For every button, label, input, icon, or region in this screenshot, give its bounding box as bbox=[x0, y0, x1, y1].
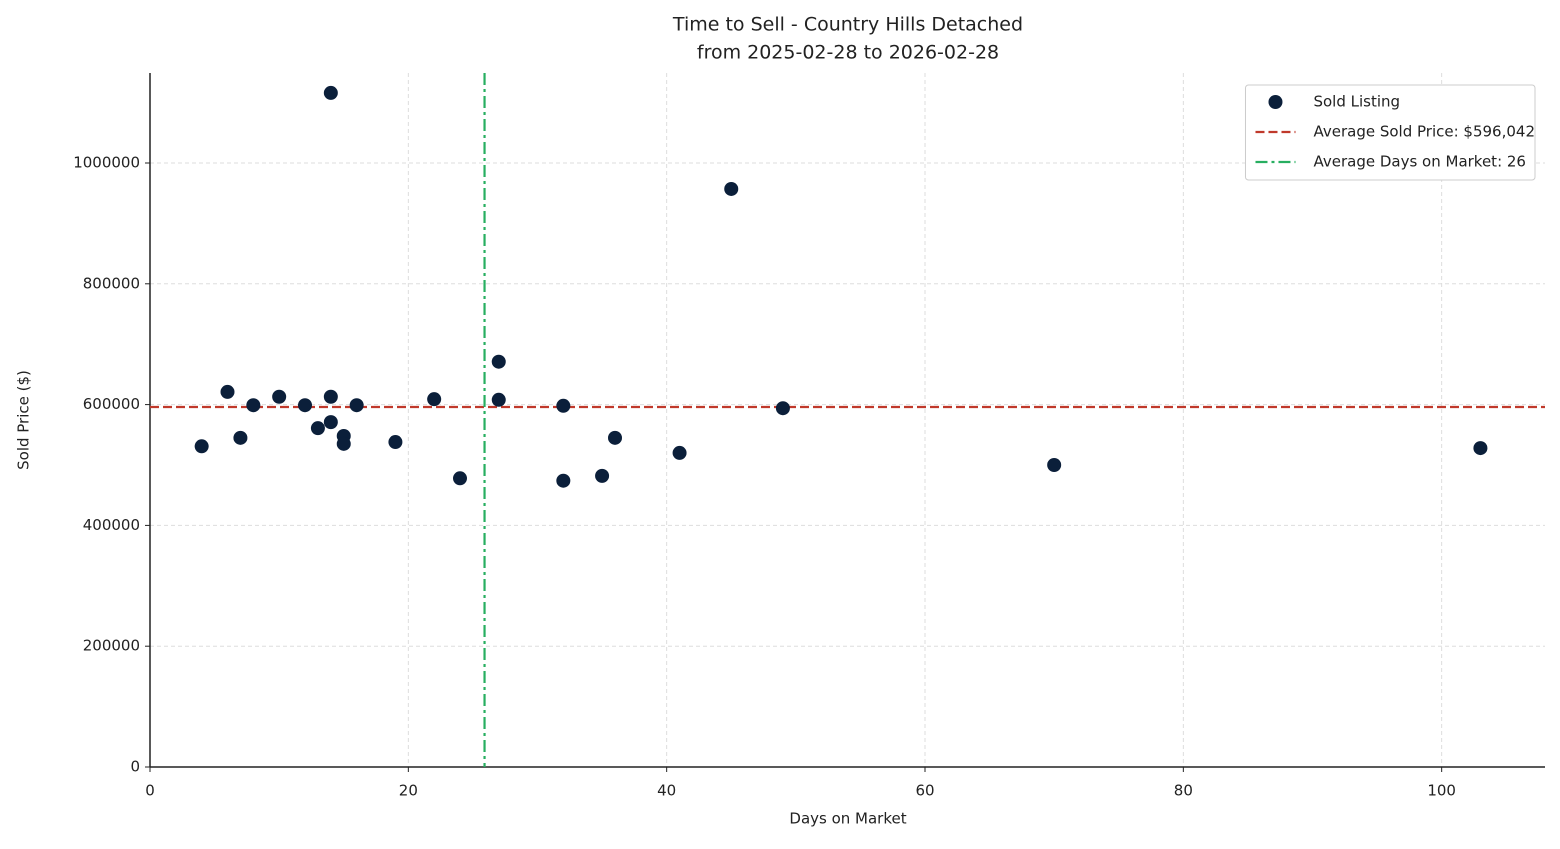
point bbox=[246, 398, 261, 413]
legend-label: Sold Listing bbox=[1313, 93, 1400, 111]
x-axis-label: Days on Market bbox=[789, 810, 906, 828]
point bbox=[453, 471, 467, 486]
point bbox=[349, 398, 364, 413]
point bbox=[491, 354, 506, 369]
point bbox=[1473, 441, 1488, 456]
point bbox=[272, 389, 287, 404]
point bbox=[608, 430, 622, 445]
legend: Sold Listing Average Sold Price: $596,042… bbox=[1244, 84, 1536, 181]
x-tick-label: 80 bbox=[1174, 782, 1193, 800]
y-tick-label: 800000 bbox=[83, 274, 140, 292]
x-tick-label: 0 bbox=[145, 782, 155, 800]
legend-label: Average Sold Price: $596,042 bbox=[1313, 123, 1535, 141]
point bbox=[556, 398, 571, 413]
point bbox=[775, 401, 790, 416]
point bbox=[323, 415, 338, 430]
point bbox=[336, 436, 351, 451]
y-tick-label: 1000000 bbox=[73, 153, 140, 171]
legend-label: Average Days on Market: 26 bbox=[1313, 153, 1526, 171]
point bbox=[672, 445, 687, 460]
x-tick-label: 20 bbox=[399, 782, 418, 800]
point bbox=[323, 85, 338, 100]
point bbox=[724, 181, 739, 196]
y-tick-label: 400000 bbox=[83, 516, 140, 534]
x-tick-label: 60 bbox=[915, 782, 934, 800]
point bbox=[556, 473, 571, 488]
point bbox=[388, 435, 403, 450]
y-axis-label: Sold Price ($) bbox=[15, 370, 33, 470]
chart-subtitle: from 2025-02-28 to 2026-02-28 bbox=[697, 42, 999, 64]
y-tick-label: 600000 bbox=[83, 395, 140, 413]
point bbox=[220, 384, 235, 399]
y-tick-label: 200000 bbox=[83, 637, 140, 655]
x-tick-label: 40 bbox=[657, 782, 676, 800]
point bbox=[298, 398, 312, 413]
point bbox=[233, 430, 248, 445]
point bbox=[323, 389, 338, 404]
point bbox=[491, 392, 506, 407]
legend-box bbox=[1244, 84, 1536, 181]
chart-title: Time to Sell - Country Hills Detached bbox=[672, 14, 1023, 36]
point bbox=[595, 468, 610, 483]
x-tick-label: 100 bbox=[1427, 782, 1456, 800]
point bbox=[310, 421, 325, 436]
point bbox=[427, 392, 442, 407]
point bbox=[1047, 457, 1062, 472]
point bbox=[194, 439, 209, 454]
y-tick-label: 0 bbox=[130, 758, 140, 776]
legend-marker bbox=[1268, 95, 1283, 109]
